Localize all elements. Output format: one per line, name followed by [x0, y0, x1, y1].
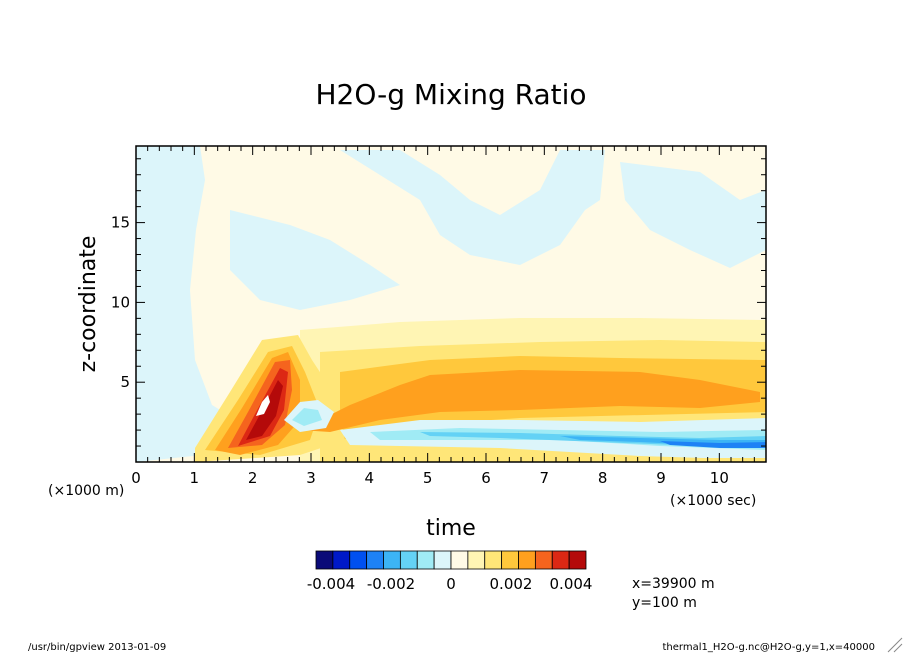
contour-neg-low-layer-5 [660, 441, 766, 448]
colorbar-tick-label: -0.004 [307, 575, 355, 593]
x-axis-label: time [426, 516, 476, 541]
colorbar-swatch [467, 550, 486, 570]
plot-area [136, 146, 766, 462]
x-tick-label: 9 [656, 469, 666, 487]
colorbar-tick-label: -0.002 [367, 575, 415, 593]
contour-plume-white [256, 395, 270, 416]
colorbar-tick-label: 0.002 [490, 575, 533, 593]
footer-right: thermal1_H2O-g.nc@H2O-g,y=1,x=40000 [663, 642, 875, 653]
colorbar-swatch [568, 550, 587, 570]
y-axis-label: z-coordinate [76, 236, 101, 373]
contour-neg-lens-inner [292, 408, 322, 426]
y-unit-label: (×1000 m) [48, 483, 124, 499]
y-tick-label: 15 [111, 214, 130, 232]
colorbar-swatch [383, 550, 401, 570]
x-tick-label: 2 [248, 469, 258, 487]
x-tick-label: 10 [710, 469, 729, 487]
colorbar-tick-label: 0 [446, 575, 456, 593]
colorbar-swatch [551, 550, 570, 570]
x-axis: 0 1 2 3 4 5 6 7 8 9 10 [131, 146, 767, 487]
contour-neg-upper-right [620, 162, 766, 268]
colorbar-swatch [349, 550, 368, 570]
x-tick-label: 5 [423, 469, 433, 487]
x-tick-label: 4 [365, 469, 375, 487]
resize-grip-icon[interactable] [887, 637, 903, 653]
contour-neg-left-column [136, 146, 250, 462]
x-tick-label: 0 [131, 469, 141, 487]
x-tick-label: 6 [481, 469, 491, 487]
colorbar-swatch [484, 550, 503, 570]
x-tick-label: 7 [540, 469, 550, 487]
colorbar-swatch [399, 550, 418, 570]
colorbar-labels: -0.004 -0.002 0 0.002 0.004 [307, 575, 593, 593]
x-unit-label: (×1000 sec) [670, 493, 756, 509]
annotation-x: x=39900 m [632, 576, 715, 592]
colorbar-swatch [501, 550, 519, 570]
colorbar-swatch [433, 550, 452, 570]
colorbar-swatch [332, 550, 351, 570]
y-axis: 5 10 15 [111, 158, 766, 463]
contour-neg-upper-left [280, 150, 605, 265]
colorbar-swatch [416, 550, 435, 570]
contour-neg-mid [230, 210, 400, 310]
colorbar-swatch [366, 550, 384, 570]
colorbar [315, 550, 587, 570]
colorbar-swatch [518, 550, 536, 570]
colorbar-swatch [315, 550, 334, 570]
colorbar-swatch [450, 550, 469, 570]
y-tick-label: 5 [120, 373, 130, 391]
colorbar-tick-label: 0.004 [550, 575, 593, 593]
y-tick-label: 10 [111, 293, 130, 311]
x-tick-label: 8 [598, 469, 608, 487]
contour-orange-layer [300, 370, 760, 432]
x-tick-label: 3 [306, 469, 316, 487]
x-tick-label: 1 [190, 469, 200, 487]
chart-title: H2O-g Mixing Ratio [315, 78, 586, 111]
annotation-y: y=100 m [632, 595, 697, 611]
contour-pos-surface [320, 450, 766, 462]
colorbar-swatch [534, 550, 553, 570]
footer-left: /usr/bin/gpview 2013-01-09 [28, 642, 166, 653]
